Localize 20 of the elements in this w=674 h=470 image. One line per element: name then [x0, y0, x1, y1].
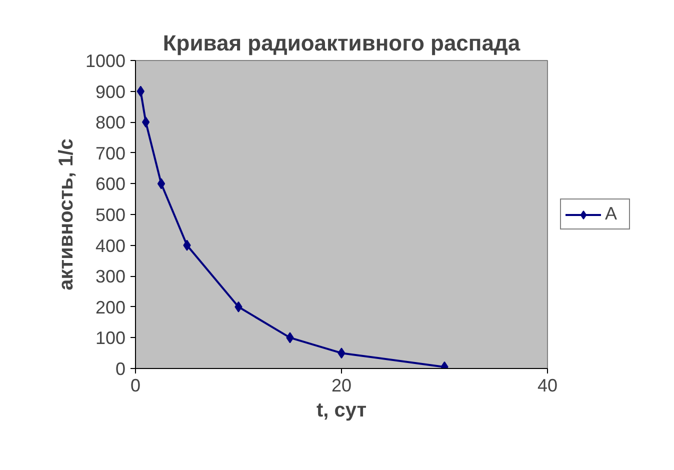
y-tick-label: 400 — [95, 236, 126, 256]
x-tick-label: 20 — [331, 376, 352, 396]
y-tick-label: 600 — [95, 174, 126, 194]
y-tick-label: 0 — [115, 359, 126, 379]
point — [142, 116, 150, 128]
y-tick-label: 800 — [95, 112, 126, 133]
y-tick-label: 300 — [95, 266, 126, 287]
y-tick-label: 1000 — [85, 51, 126, 71]
x-tick-label: 40 — [537, 376, 558, 396]
y-axis-title: активность, 1/с — [55, 138, 78, 290]
y-tick-label: 200 — [95, 297, 126, 318]
chart-title: Кривая радиоактивного распада — [162, 30, 521, 56]
y-tick-label: 500 — [95, 205, 126, 225]
legend-label: A — [605, 204, 618, 224]
y-tick-label: 700 — [95, 143, 126, 164]
y-tick-label: 100 — [95, 328, 126, 348]
x-axis-title: t, сут — [316, 400, 367, 422]
y-tick-label: 900 — [95, 82, 126, 102]
point — [157, 178, 166, 190]
x-tick-label: 0 — [130, 376, 141, 396]
